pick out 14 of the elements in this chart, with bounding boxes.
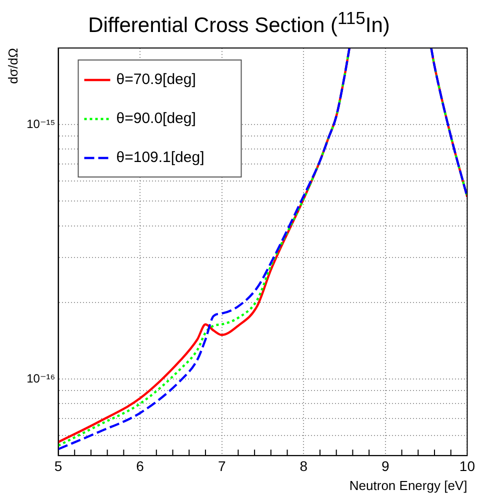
x-tick-label: 7	[218, 458, 226, 474]
x-axis-title: Neutron Energy [eV]	[349, 478, 468, 493]
y-tick-label: 10⁻¹⁶	[26, 371, 56, 386]
x-tick-label: 6	[136, 458, 144, 474]
y-tick-label: 10⁻¹⁵	[26, 116, 56, 131]
y-axis-title: dσ/dΩ	[5, 48, 20, 84]
legend-label: θ=109.1[deg]	[116, 149, 204, 166]
x-tick-label: 10	[459, 458, 476, 474]
legend-label: θ=90.0[deg]	[116, 110, 196, 128]
x-tick-label: 9	[382, 458, 390, 474]
legend-label: θ=70.9[deg]	[116, 71, 196, 88]
x-tick-label: 5	[54, 458, 62, 474]
chart-title: Differential Cross Section ($^{115}$In)	[87, 8, 391, 38]
x-tick-label: 8	[300, 458, 308, 474]
